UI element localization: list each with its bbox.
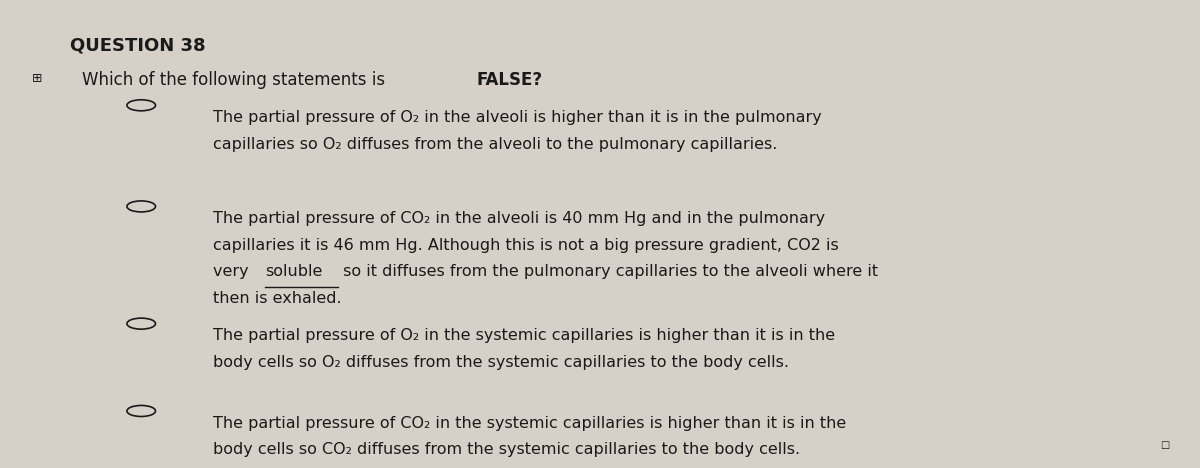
Text: □: □: [1160, 440, 1170, 450]
Text: body cells so O₂ diffuses from the systemic capillaries to the body cells.: body cells so O₂ diffuses from the syste…: [212, 355, 788, 370]
Text: The partial pressure of CO₂ in the alveoli is 40 mm Hg and in the pulmonary: The partial pressure of CO₂ in the alveo…: [212, 211, 824, 226]
Text: body cells so CO₂ diffuses from the systemic capillaries to the body cells.: body cells so CO₂ diffuses from the syst…: [212, 442, 800, 457]
Text: FALSE?: FALSE?: [476, 71, 542, 89]
Text: capillaries so O₂ diffuses from the alveoli to the pulmonary capillaries.: capillaries so O₂ diffuses from the alve…: [212, 137, 778, 152]
Text: QUESTION 38: QUESTION 38: [70, 37, 205, 54]
Text: then is exhaled.: then is exhaled.: [212, 291, 341, 306]
Text: The partial pressure of O₂ in the alveoli is higher than it is in the pulmonary: The partial pressure of O₂ in the alveol…: [212, 110, 822, 125]
Text: The partial pressure of O₂ in the systemic capillaries is higher than it is in t: The partial pressure of O₂ in the system…: [212, 328, 835, 343]
Text: The partial pressure of CO₂ in the systemic capillaries is higher than it is in : The partial pressure of CO₂ in the syste…: [212, 416, 846, 431]
Text: Which of the following statements is: Which of the following statements is: [82, 71, 390, 89]
Text: capillaries it is 46 mm Hg. Although this is not a big pressure gradient, CO2 is: capillaries it is 46 mm Hg. Although thi…: [212, 238, 839, 253]
Text: soluble: soluble: [265, 264, 323, 279]
Text: ⊞: ⊞: [31, 72, 42, 85]
Text: so it diffuses from the pulmonary capillaries to the alveoli where it: so it diffuses from the pulmonary capill…: [338, 264, 878, 279]
Text: very: very: [212, 264, 253, 279]
